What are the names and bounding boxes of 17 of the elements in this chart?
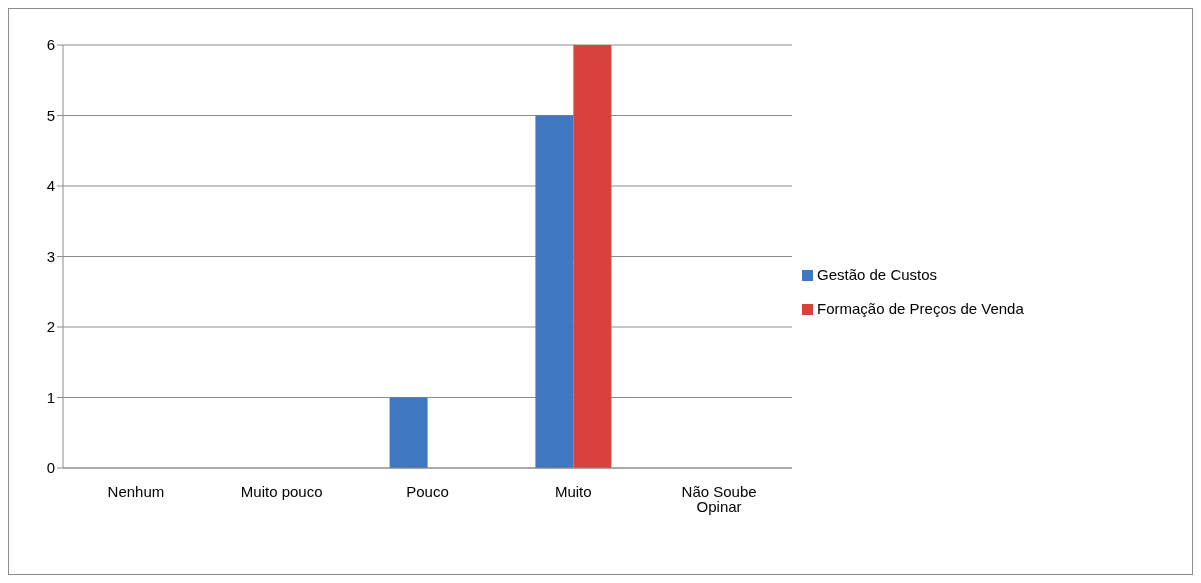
bar (573, 45, 612, 468)
x-tick-label: Não Soube Opinar (681, 482, 757, 515)
bar (535, 115, 574, 468)
legend-label: Formação de Preços de Venda (817, 299, 1024, 317)
y-tick-label: 4 (46, 177, 55, 195)
bar (389, 397, 428, 468)
x-tick-label: Pouco (406, 482, 449, 500)
y-tick-label: 0 (46, 459, 55, 477)
y-tick-label: 5 (46, 106, 55, 124)
legend-label: Gestão de Custos (817, 265, 938, 283)
x-tick-label: Muito pouco (240, 482, 323, 500)
x-tick-label: Nenhum (107, 482, 165, 500)
y-tick-label: 3 (46, 247, 55, 265)
y-tick-label: 1 (46, 388, 55, 406)
y-tick-label: 6 (46, 36, 55, 54)
y-tick-label: 2 (46, 318, 55, 336)
x-tick-label: Muito (554, 482, 592, 500)
